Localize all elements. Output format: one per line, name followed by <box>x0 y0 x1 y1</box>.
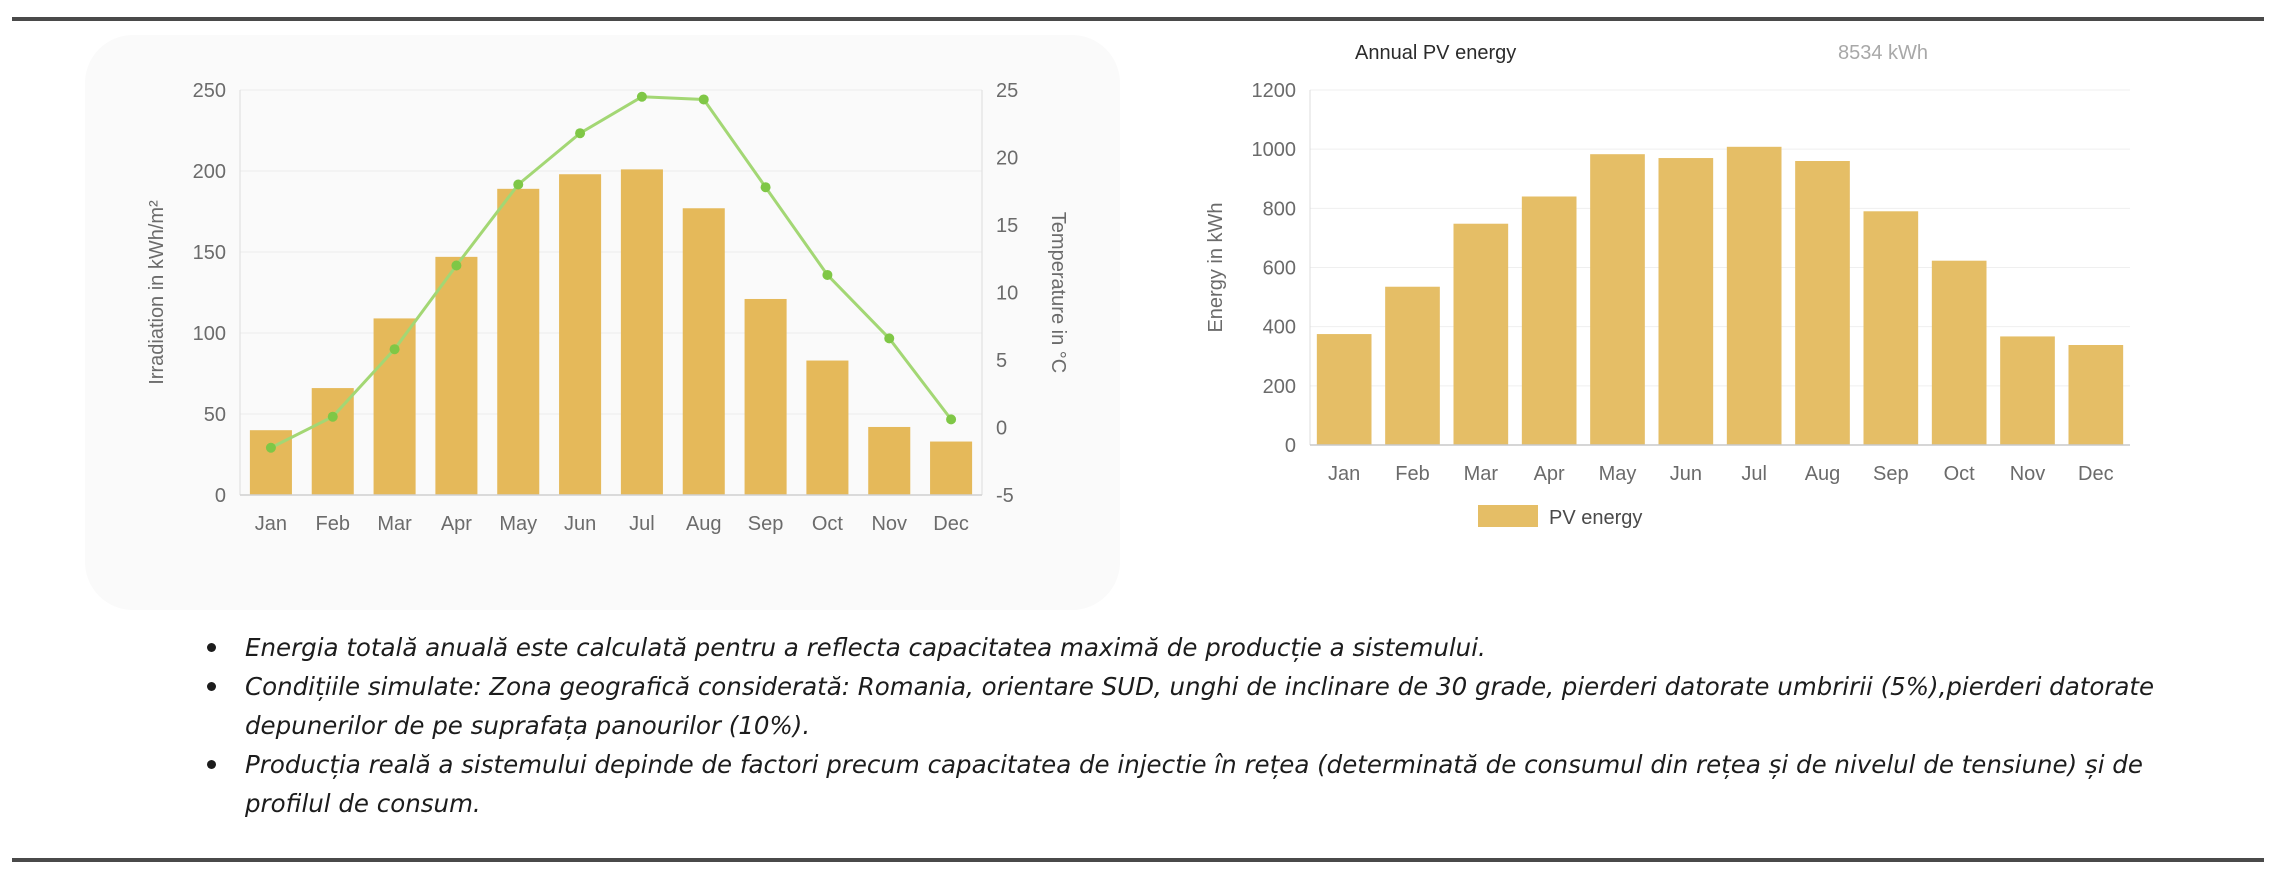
legend-label: PV energy <box>1549 507 1642 529</box>
y-tick-label: 100 <box>193 323 226 345</box>
x-tick-label: Aug <box>1805 463 1841 485</box>
irradiation-bar <box>559 174 602 496</box>
y-tick-label: 50 <box>204 404 226 426</box>
pv-energy-bar <box>1931 260 1987 445</box>
y-right-tick-label: 0 <box>996 418 1007 440</box>
x-tick-label: Oct <box>812 513 844 535</box>
temperature-point <box>513 179 524 190</box>
irradiation-bar <box>806 360 849 495</box>
y-right-axis-label: Temperature in °C <box>1047 212 1069 373</box>
pv-energy-bar <box>1521 196 1577 445</box>
irradiation-bar <box>930 441 973 495</box>
pv-energy-bar <box>1658 158 1714 445</box>
x-tick-label: Jun <box>1670 463 1702 485</box>
x-tick-label: Sep <box>748 513 784 535</box>
pv-energy-bar <box>1726 146 1782 446</box>
x-tick-label: Feb <box>1395 463 1429 485</box>
irradiation-bar <box>311 388 354 495</box>
y-tick-label: 1200 <box>1252 80 1297 102</box>
y-right-tick-label: 15 <box>996 215 1018 237</box>
x-tick-label: Nov <box>2010 463 2046 485</box>
irradiation-bar <box>744 298 787 495</box>
y-tick-label: 0 <box>1285 435 1296 457</box>
x-tick-label: Mar <box>1464 463 1499 485</box>
y-right-tick-label: 10 <box>996 283 1018 305</box>
temperature-point <box>451 260 462 271</box>
chart-title: Annual PV energy <box>1355 42 1516 64</box>
temperature-point <box>327 411 338 422</box>
x-tick-label: Jun <box>564 513 596 535</box>
temperature-point <box>636 91 647 102</box>
pv-energy-bar <box>1453 223 1509 445</box>
irradiation-bar <box>868 426 911 495</box>
y-tick-label: 250 <box>193 80 226 102</box>
x-tick-label: Jul <box>629 513 655 535</box>
x-tick-label: Aug <box>686 513 722 535</box>
temperature-point <box>575 128 586 139</box>
pv-energy-bar <box>1385 286 1440 445</box>
y-right-tick-label: 5 <box>996 350 1007 372</box>
x-tick-label: Jan <box>255 513 287 535</box>
x-tick-label: May <box>499 513 537 535</box>
y-axis-label: Irradiation in kWh/m² <box>146 200 168 385</box>
pv-energy-bar <box>2000 336 2055 445</box>
top-divider <box>12 17 2264 21</box>
y-tick-label: 800 <box>1263 198 1296 220</box>
temperature-point <box>760 182 771 193</box>
y-right-tick-label: -5 <box>996 485 1014 507</box>
y-tick-label: 150 <box>193 242 226 264</box>
x-tick-label: Apr <box>441 513 472 535</box>
x-tick-label: Dec <box>933 513 969 535</box>
x-tick-label: Sep <box>1873 463 1909 485</box>
y-right-tick-label: 25 <box>996 80 1018 102</box>
pv-energy-bar <box>1863 211 1919 445</box>
x-tick-label: Dec <box>2078 463 2114 485</box>
x-tick-label: May <box>1599 463 1637 485</box>
note-item: Condițiile simulate: Zona geografică con… <box>205 667 2165 745</box>
x-tick-label: Jul <box>1741 463 1767 485</box>
x-tick-label: Feb <box>316 513 350 535</box>
y-tick-label: 400 <box>1263 317 1296 339</box>
x-tick-label: Apr <box>1534 463 1565 485</box>
note-item: Energia totală anuală este calculată pen… <box>205 628 2165 667</box>
pv-energy-bar <box>2068 345 2124 445</box>
x-tick-label: Oct <box>1944 463 1976 485</box>
y-tick-label: 1000 <box>1252 139 1297 161</box>
note-item: Producția reală a sistemului depinde de … <box>205 745 2165 823</box>
y-tick-label: 200 <box>1263 376 1296 398</box>
bottom-divider <box>12 858 2264 862</box>
y-tick-label: 200 <box>193 161 226 183</box>
temperature-point <box>822 269 833 280</box>
legend-swatch <box>1478 505 1538 527</box>
temperature-point <box>265 442 276 453</box>
temperature-point <box>698 94 709 105</box>
pv-energy-bar <box>1795 161 1850 445</box>
y-right-tick-label: 20 <box>996 148 1018 170</box>
irradiation-bar <box>497 188 540 495</box>
irradiation-bar <box>620 169 663 495</box>
temperature-line <box>270 95 953 450</box>
irradiation-chart-panel <box>85 35 1120 610</box>
temperature-point <box>884 333 895 344</box>
x-tick-label: Mar <box>377 513 412 535</box>
x-tick-label: Nov <box>871 513 907 535</box>
y-tick-label: 600 <box>1263 258 1296 280</box>
irradiation-bar <box>435 256 478 495</box>
irradiation-bar <box>682 208 725 495</box>
x-tick-label: Jan <box>1328 463 1360 485</box>
y-axis-label: Energy in kWh <box>1205 202 1227 332</box>
pv-energy-bar <box>1316 334 1372 445</box>
temperature-point <box>946 414 957 425</box>
annual-total-value: 8534 kWh <box>1838 42 1928 64</box>
temperature-point <box>389 344 400 355</box>
notes-list: Energia totală anuală este calculată pen… <box>205 628 2165 823</box>
y-tick-label: 0 <box>215 485 226 507</box>
pv-energy-bar <box>1590 154 1645 445</box>
